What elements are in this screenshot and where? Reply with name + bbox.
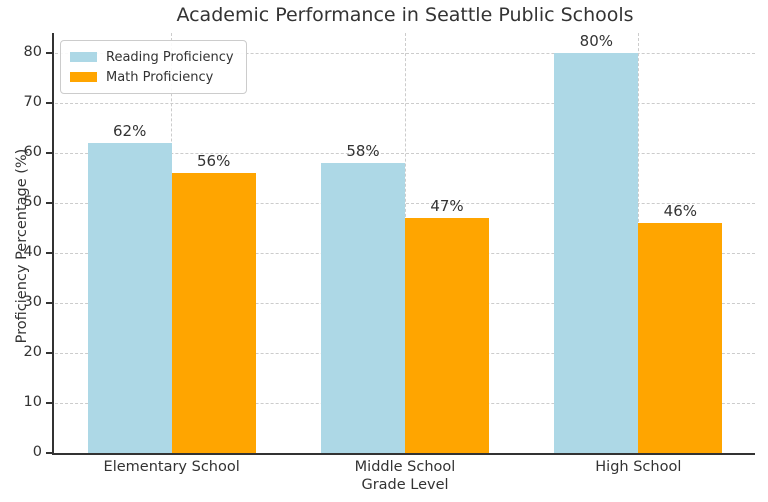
bar-value-math-proficiency-elementary-school: 56% (196, 152, 231, 170)
legend-label-reading-proficiency: Reading Proficiency (106, 49, 234, 65)
bar-reading-proficiency-elementary-school (87, 143, 172, 453)
y-tick-mark-20 (46, 352, 52, 354)
plot-area: 62% 58% 80% 56% 47% 46% (55, 32, 755, 453)
y-tick-label-80: 80 (23, 44, 42, 60)
y-tick-label-70: 70 (23, 94, 42, 110)
x-tick-label-middle-school: Middle School (354, 459, 456, 475)
x-axis-label: Grade Level (361, 477, 449, 493)
bar-value-reading-proficiency-middle-school: 58% (346, 142, 380, 160)
chart-title: Academic Performance in Seattle Public S… (176, 4, 634, 26)
y-tick-label-0: 0 (32, 444, 42, 460)
legend-swatch-math-proficiency (70, 72, 97, 82)
y-tick-label-30: 30 (23, 294, 42, 310)
y-tick-label-40: 40 (23, 244, 42, 260)
legend-swatch-reading-proficiency (70, 52, 97, 62)
x-tick-label-elementary-school: Elementary School (103, 459, 240, 475)
y-tick-label-20: 20 (23, 344, 42, 360)
y-tick-mark-0 (46, 452, 52, 454)
bar-math-proficiency-elementary-school (171, 173, 256, 453)
bar-value-reading-proficiency-elementary-school: 62% (112, 122, 147, 140)
legend-item-reading-proficiency: Reading Proficiency (70, 47, 234, 67)
y-tick-mark-60 (46, 152, 52, 154)
y-tick-mark-40 (46, 252, 52, 254)
y-tick-mark-10 (46, 402, 52, 404)
y-axis-spine (52, 33, 54, 455)
bar-reading-proficiency-high-school (554, 53, 639, 453)
bar-value-reading-proficiency-high-school: 80% (579, 32, 613, 50)
x-axis-spine (52, 453, 755, 455)
bar-value-math-proficiency-middle-school: 47% (430, 197, 464, 215)
legend-item-math-proficiency: Math Proficiency (70, 67, 234, 87)
legend: Reading Proficiency Math Proficiency (60, 40, 247, 94)
y-tick-label-50: 50 (23, 194, 42, 210)
bar-value-math-proficiency-high-school: 46% (663, 202, 697, 220)
bar-math-proficiency-high-school (638, 223, 723, 453)
x-tick-label-high-school: High School (595, 459, 682, 475)
y-tick-label-60: 60 (23, 144, 42, 160)
legend-label-math-proficiency: Math Proficiency (106, 69, 214, 85)
y-tick-mark-50 (46, 202, 52, 204)
bar-reading-proficiency-middle-school (321, 163, 405, 453)
bar-math-proficiency-middle-school (405, 218, 489, 453)
y-tick-mark-80 (46, 52, 52, 54)
y-tick-mark-30 (46, 302, 52, 304)
y-tick-mark-70 (46, 102, 52, 104)
y-tick-label-10: 10 (23, 394, 42, 410)
